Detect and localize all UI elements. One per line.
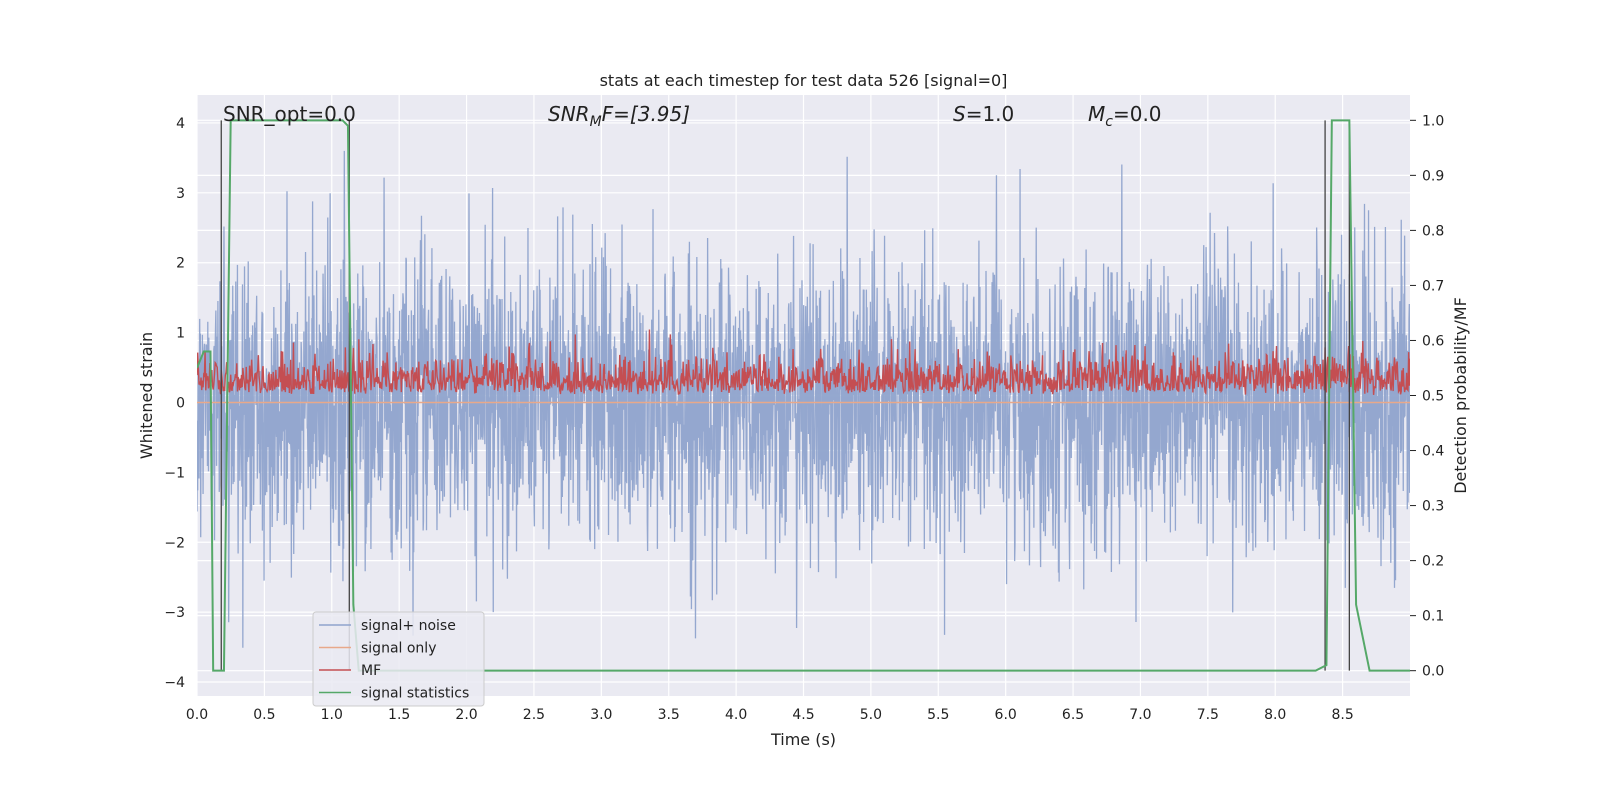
y-tick-label-left: 4 [176,116,185,132]
y-axis-label-left: Whitened strain [137,332,156,459]
legend-box [312,611,485,707]
legend-label: signal statistics [361,686,469,702]
x-axis-label: Time (s) [770,730,836,749]
y-tick-label-left: −3 [164,605,185,621]
axis-ticks: 0.0 0.5 1.0 1.5 2.0 2.5 3.0 3.5 4.0 4.5 5.0 5.5 6.0 6… [164,113,1444,723]
y-tick-label-right: 1.0 [1422,113,1444,129]
x-tick-label: 7.0 [1129,707,1151,723]
annotation-snr-mf-tail: F=[3.95] [602,102,690,126]
y-tick-label-right: 0.5 [1422,389,1444,405]
series-group [197,119,1410,672]
x-tick-label: 5.5 [927,707,949,723]
annotation-snr-mf-sub: M [590,114,602,130]
x-tick-label: 4.5 [792,707,814,723]
series-signal-noise [197,150,1410,648]
y-tick-label-right: 0.0 [1422,664,1444,680]
x-tick-label: 7.5 [1197,707,1219,723]
y-tick-label-right: 0.6 [1422,333,1444,349]
annotation-snr-opt: SNR_opt=0.0 [223,102,356,126]
y-axis-label-right: Detection probability/MF [1451,297,1470,494]
y-tick-label-right: 0.4 [1422,444,1444,460]
y-tick-label-left: −1 [164,465,185,481]
x-tick-label: 5.0 [860,707,882,723]
y-tick-label-right: 0.8 [1422,223,1444,239]
chart-title: stats at each timestep for test data 526… [600,71,1008,90]
x-tick-label: 0.0 [186,707,208,723]
annotation-mc-main: M [1088,102,1105,126]
x-tick-label: 1.5 [388,707,410,723]
y-tick-label-left: −2 [164,535,185,551]
x-tick-label: 8.5 [1331,707,1353,723]
annotation-s: S=1.0 [953,102,1014,126]
x-tick-label: 3.0 [590,707,612,723]
annotation-mc: Mc=0.0 [1088,102,1162,130]
annotation-mc-tail: =0.0 [1113,102,1162,126]
y-tick-label-left: 2 [176,256,185,272]
legend-label: signal only [361,641,436,657]
x-tick-label: 4.0 [725,707,747,723]
x-tick-label: 8.0 [1264,707,1286,723]
y-tick-label-left: 3 [176,186,185,202]
annotation-mc-sub: c [1105,114,1113,130]
y-tick-label-right: 0.1 [1422,609,1444,625]
x-tick-label: 6.0 [995,707,1017,723]
x-tick-label: 0.5 [253,707,275,723]
legend: signal+ noise signal only MF signal statist… [312,611,485,707]
y-tick-label-left: 0 [176,395,185,411]
x-tick-label: 3.5 [658,707,680,723]
x-tick-label: 6.5 [1062,707,1084,723]
x-tick-label: 1.0 [321,707,343,723]
series-mf [197,329,1410,395]
annotation-s-tail: =1.0 [966,102,1015,126]
annotation-snr-mf-main: SNR [548,102,590,126]
y-tick-label-right: 0.3 [1422,499,1444,515]
x-tick-label: 2.0 [455,707,477,723]
series-signal-statistics [197,119,1410,672]
y-tick-label-right: 0.7 [1422,278,1444,294]
legend-label: MF [361,663,381,679]
y-tick-label-right: 0.2 [1422,554,1444,570]
x-tick-label: 2.5 [523,707,545,723]
annotation-snr-mf: SNRMF=[3.95] [548,102,690,130]
y-tick-label-left: 1 [176,326,185,342]
y-tick-label-left: −4 [164,675,185,691]
legend-label: signal+ noise [361,618,456,634]
y-tick-label-right: 0.9 [1422,168,1444,184]
annotation-s-main: S [953,102,966,126]
annotations: SNR_opt=0.0 SNRMF=[3.95] S=1.0 Mc=0.0 [223,102,1162,130]
plot-content [197,119,1410,672]
